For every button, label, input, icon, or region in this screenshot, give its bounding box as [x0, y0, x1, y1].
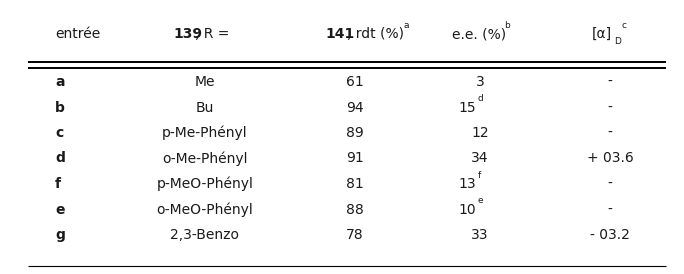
Text: 2,3-Benzo: 2,3-Benzo	[170, 228, 239, 242]
Text: a: a	[55, 75, 64, 89]
Text: -: -	[607, 75, 612, 89]
Text: p-Me-Phényl: p-Me-Phényl	[162, 126, 248, 140]
Text: 33: 33	[471, 228, 489, 242]
Text: b: b	[504, 21, 510, 30]
Text: d: d	[478, 94, 484, 103]
Text: , R =: , R =	[195, 27, 229, 41]
Text: 34: 34	[471, 152, 489, 165]
Text: 3: 3	[475, 75, 484, 89]
Text: e.e. (%): e.e. (%)	[452, 27, 506, 41]
Text: f: f	[55, 177, 61, 191]
Text: o-MeO-Phényl: o-MeO-Phényl	[157, 202, 253, 217]
Text: d: d	[55, 152, 65, 165]
Text: 139: 139	[173, 27, 202, 41]
Text: -: -	[607, 177, 612, 191]
Text: e: e	[55, 202, 64, 216]
Text: 12: 12	[471, 126, 489, 140]
Text: 81: 81	[346, 177, 364, 191]
Text: 10: 10	[458, 202, 476, 216]
Text: 78: 78	[346, 228, 364, 242]
Text: D: D	[614, 36, 621, 45]
Text: 61: 61	[346, 75, 364, 89]
Text: 141: 141	[325, 27, 354, 41]
Text: g: g	[55, 228, 65, 242]
Text: a: a	[403, 21, 408, 30]
Text: -: -	[607, 202, 612, 216]
Text: entrée: entrée	[55, 27, 101, 41]
Text: , rdt (%): , rdt (%)	[347, 27, 404, 41]
Text: b: b	[55, 101, 65, 115]
Text: 13: 13	[458, 177, 476, 191]
Text: [α]: [α]	[592, 27, 612, 41]
Text: f: f	[478, 170, 482, 179]
Text: 89: 89	[346, 126, 364, 140]
Text: -: -	[607, 101, 612, 115]
Text: p-MeO-Phényl: p-MeO-Phényl	[157, 177, 254, 191]
Text: - 03.2: - 03.2	[590, 228, 630, 242]
Text: + 03.6: + 03.6	[587, 152, 633, 165]
Text: Bu: Bu	[196, 101, 214, 115]
Text: 94: 94	[346, 101, 364, 115]
Text: 91: 91	[346, 152, 364, 165]
Text: c: c	[622, 21, 627, 30]
Text: Me: Me	[195, 75, 215, 89]
Text: 88: 88	[346, 202, 364, 216]
Text: e: e	[478, 196, 484, 205]
Text: -: -	[607, 126, 612, 140]
Text: o-Me-Phényl: o-Me-Phényl	[162, 151, 248, 166]
Text: c: c	[55, 126, 63, 140]
Text: 15: 15	[458, 101, 476, 115]
